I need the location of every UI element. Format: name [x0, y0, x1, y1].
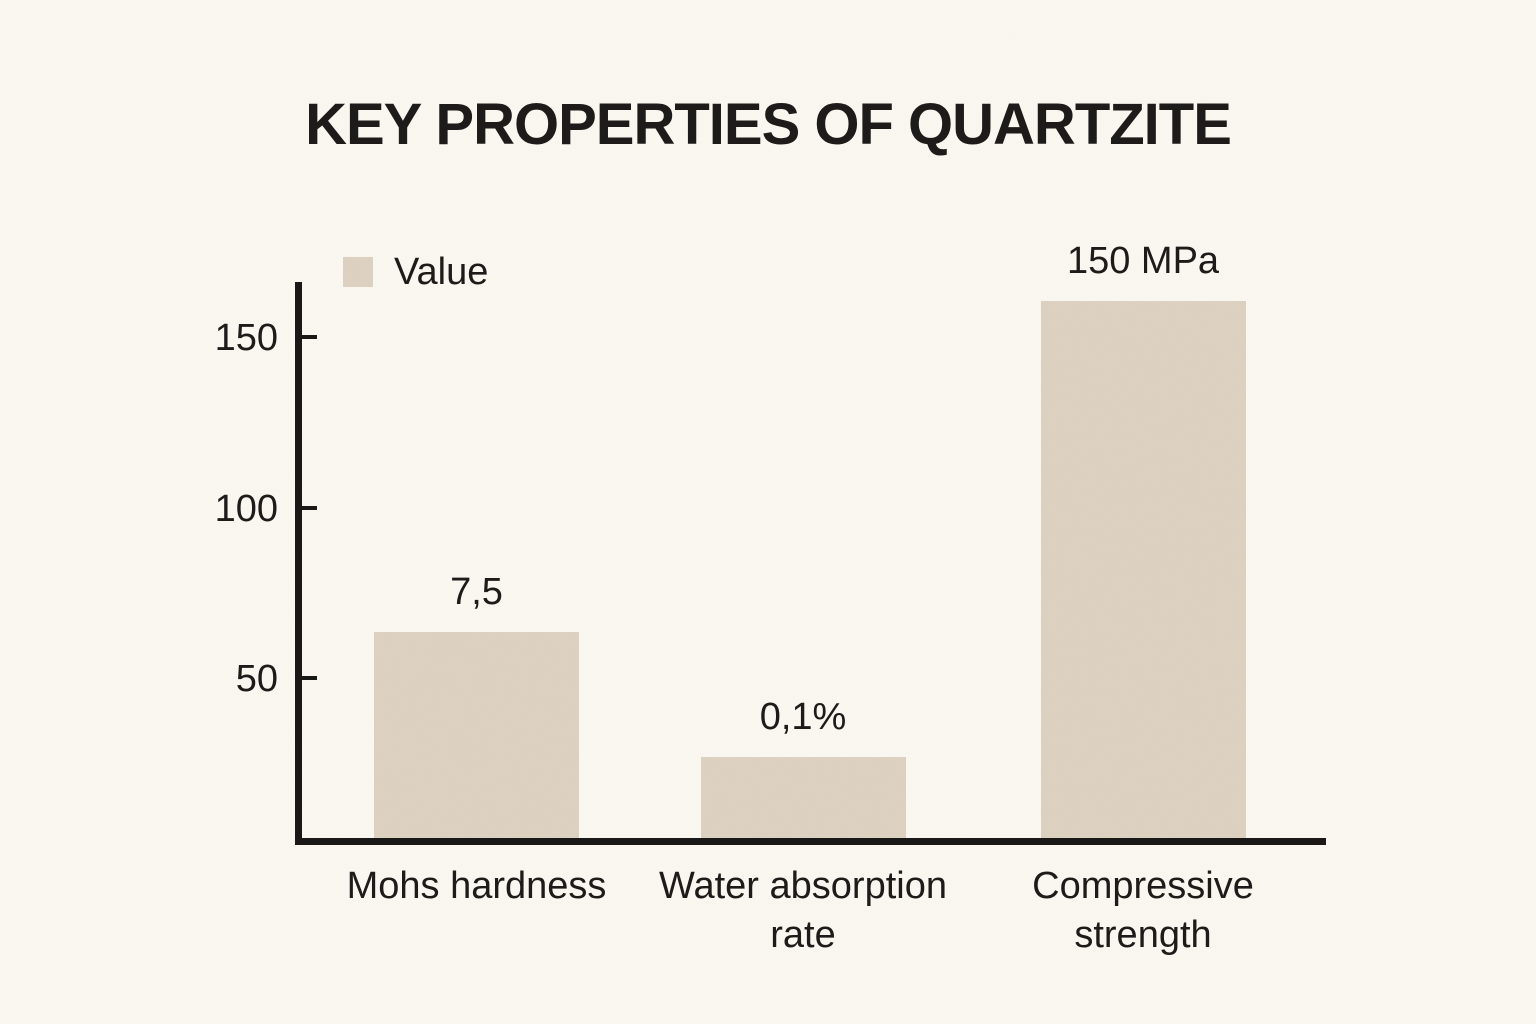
category-label: Mohs hardness	[346, 865, 607, 907]
bar	[374, 631, 579, 838]
y-axis-tick	[302, 676, 317, 680]
x-axis-line	[295, 838, 1326, 845]
bar-value-label: 150 MPa	[1066, 239, 1220, 282]
bar-value-label: 7,5	[450, 570, 503, 613]
y-tick-label: 50	[235, 658, 278, 700]
bar	[700, 756, 906, 838]
y-axis-tick	[302, 505, 317, 510]
y-axis-tick	[302, 335, 317, 339]
category-label: Water absorption rate	[659, 865, 947, 956]
bar	[1040, 300, 1246, 838]
y-tick-label: 100	[214, 487, 278, 530]
y-axis-line	[295, 282, 302, 845]
y-tick-label: 150	[214, 317, 278, 359]
category-label: Compressive strength	[1032, 865, 1254, 956]
bar-value-label: 0,1%	[759, 695, 847, 738]
